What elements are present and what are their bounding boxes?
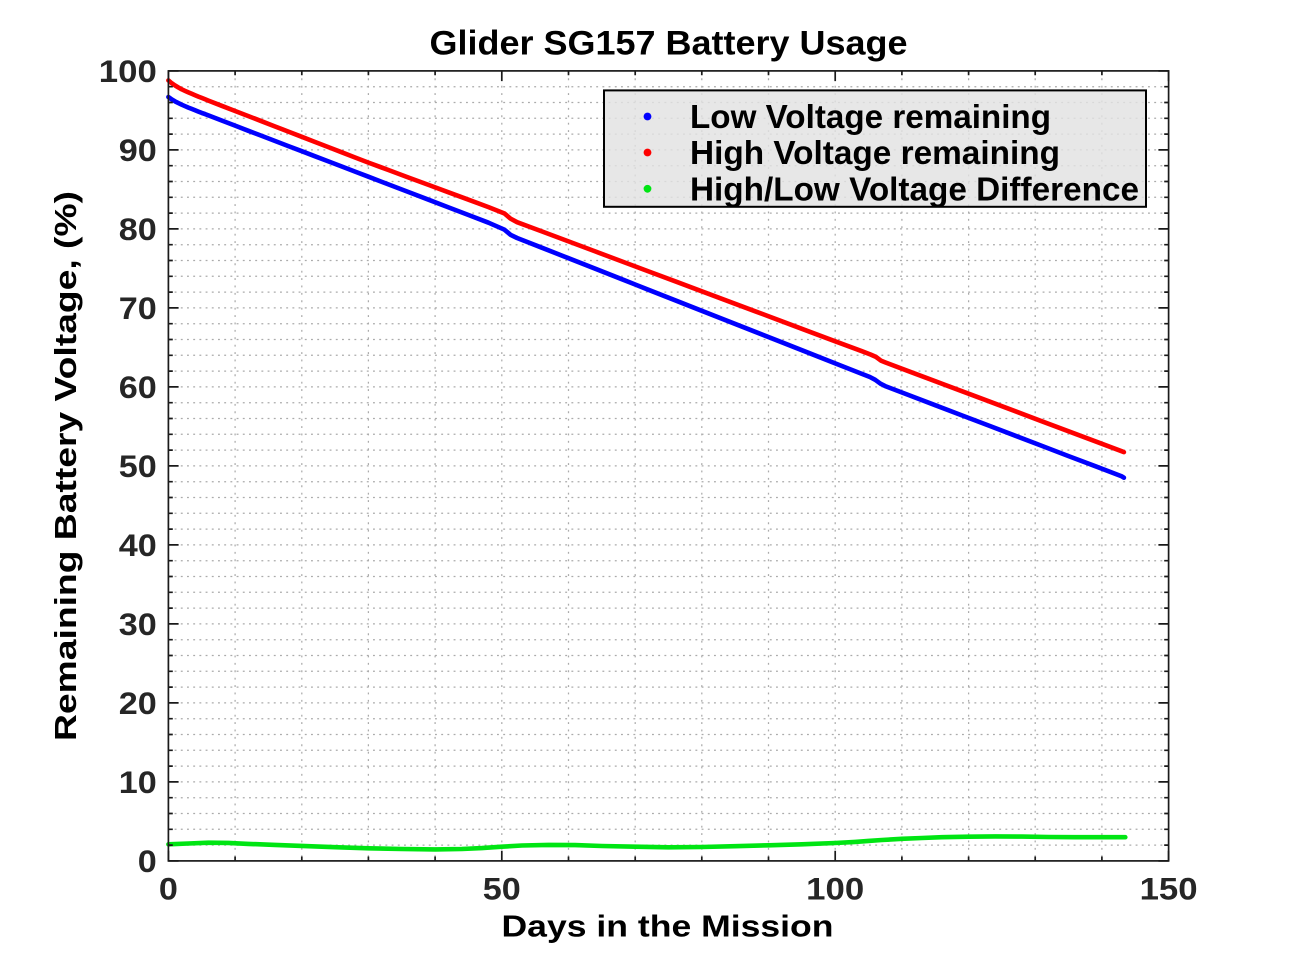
svg-text:40: 40 — [119, 527, 157, 563]
svg-text:60: 60 — [119, 369, 157, 405]
svg-text:150: 150 — [1140, 871, 1198, 907]
svg-text:High Voltage remaining: High Voltage remaining — [690, 134, 1060, 171]
svg-text:80: 80 — [119, 211, 157, 247]
svg-text:0: 0 — [159, 871, 178, 907]
svg-text:30: 30 — [119, 606, 157, 642]
svg-text:70: 70 — [119, 290, 157, 326]
svg-text:0: 0 — [138, 843, 157, 879]
svg-text:Days in the Mission: Days in the Mission — [502, 909, 834, 944]
svg-text:10: 10 — [119, 764, 157, 800]
svg-text:100: 100 — [806, 871, 864, 907]
svg-text:Glider SG157 Battery Usage: Glider SG157 Battery Usage — [430, 25, 908, 63]
svg-text:50: 50 — [483, 871, 521, 907]
svg-text:20: 20 — [119, 685, 157, 721]
svg-text:Remaining Battery Voltage, (%): Remaining Battery Voltage, (%) — [48, 191, 83, 741]
svg-text:90: 90 — [119, 132, 157, 168]
svg-text:50: 50 — [119, 448, 157, 484]
svg-text:High/Low Voltage Difference: High/Low Voltage Difference — [690, 170, 1139, 207]
svg-text:Low Voltage remaining: Low Voltage remaining — [690, 98, 1051, 135]
svg-text:100: 100 — [99, 53, 157, 89]
